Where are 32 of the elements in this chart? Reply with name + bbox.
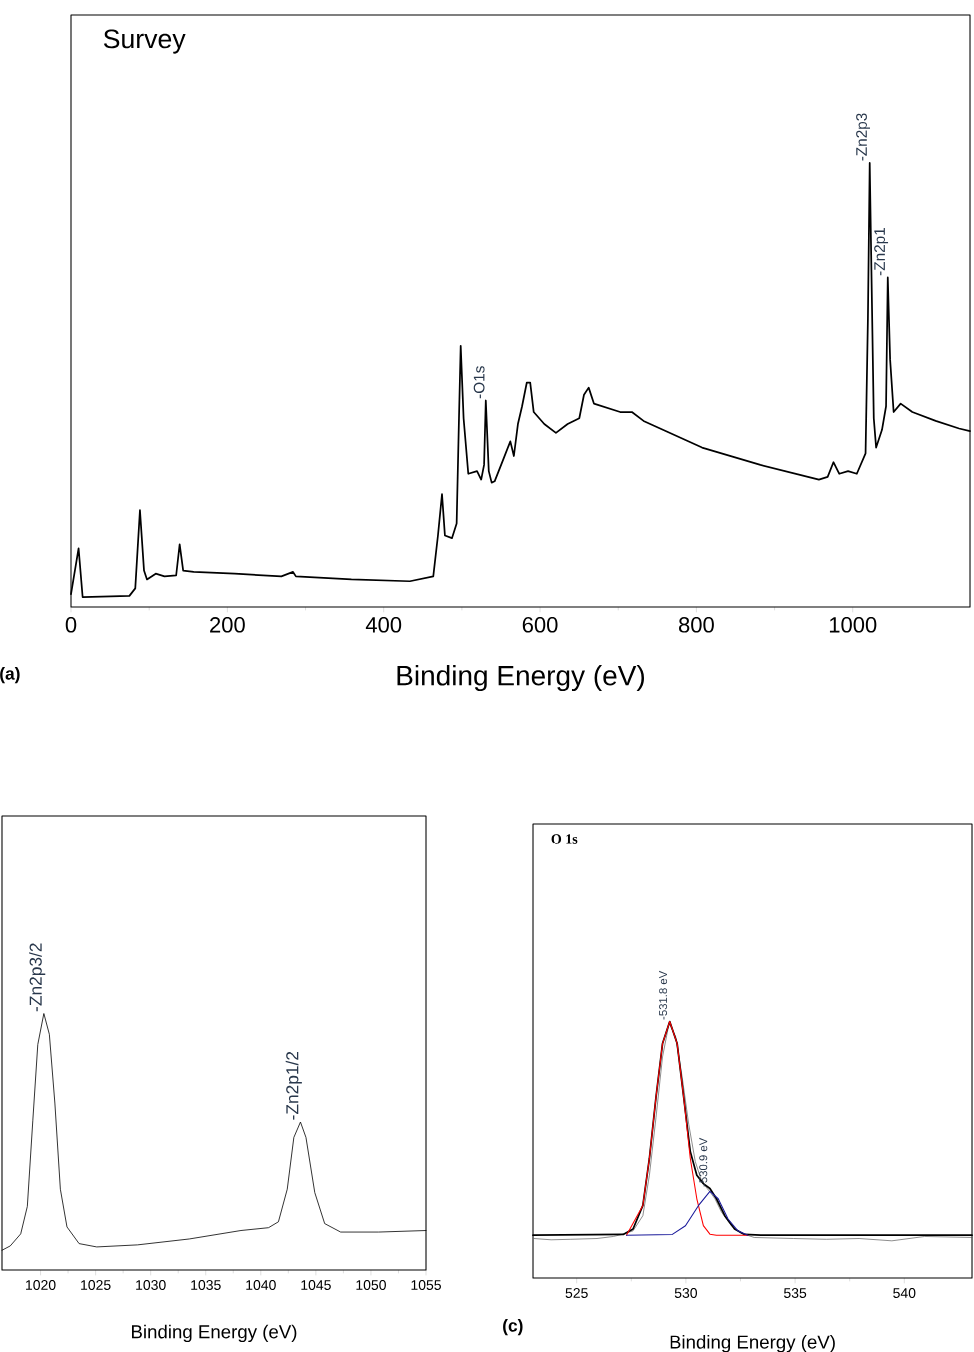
x-tick-label: 1030 (136, 1280, 166, 1290)
x-axis-title: Binding Energy (eV) (132, 1324, 297, 1343)
chart-title: Survey (103, 29, 186, 54)
x-tick-label: 1000 (829, 617, 877, 633)
x-tick-label: 1020 (26, 1280, 56, 1290)
x-tick-label: 1040 (246, 1280, 276, 1290)
x-tick-label: 540 (893, 1288, 916, 1298)
x-tick-label: 1025 (81, 1280, 111, 1290)
x-tick-label: 800 (679, 617, 714, 633)
x-tick-label: 400 (365, 617, 402, 633)
x-tick-label: 200 (210, 617, 245, 633)
x-tick-label: 1055 (411, 1280, 441, 1290)
x-tick-label: 530 (674, 1288, 698, 1298)
x-tick-label: 1035 (191, 1280, 221, 1290)
x-tick-label: 0 (65, 617, 77, 633)
annotation: -Zn2p3/2 (29, 943, 46, 1012)
x-tick-label: 525 (565, 1288, 588, 1298)
annotation: -Zn2p3 (856, 113, 870, 161)
x-tick-label: 1050 (356, 1280, 386, 1290)
x-tick-label: 1045 (301, 1280, 331, 1290)
annotation: -Zn2p1 (874, 228, 889, 276)
x-tick-label: 535 (783, 1288, 807, 1298)
annotation: -530.9 eV (699, 1137, 708, 1187)
x-tick-label: 600 (522, 617, 558, 633)
annotation: -531.8 eV (659, 970, 668, 1020)
annotation: -Zn2p1/2 (285, 1051, 302, 1120)
annotation: -O1s (473, 366, 485, 399)
text: (c) (503, 1318, 523, 1336)
chart-title: O 1s (551, 834, 578, 844)
x-axis-title: Binding Energy (eV) (397, 665, 644, 692)
text: (a) (0, 667, 20, 684)
x-axis-title: Binding Energy (eV) (670, 1334, 835, 1352)
